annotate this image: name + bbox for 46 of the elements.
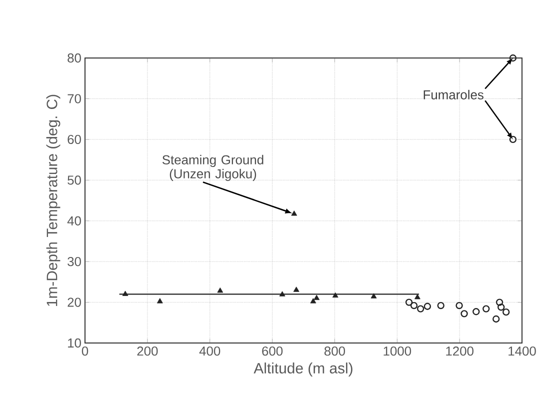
annotation: Fumaroles (424, 90, 484, 100)
annotation: Steaming Ground (Unzen Jigoku) (162, 154, 264, 181)
point (156, 298, 163, 304)
point (310, 298, 316, 304)
x-tick-label: 1000 (384, 346, 412, 356)
point (460, 310, 468, 318)
x-tick-label: 1200 (446, 346, 474, 356)
y-tick-label: 60 (68, 134, 81, 144)
y-tick-label: 70 (68, 94, 81, 104)
y-tick-label: 10 (68, 338, 81, 348)
point (472, 308, 480, 316)
point (405, 298, 413, 306)
point (410, 302, 418, 310)
x-tick-label: 0 (82, 346, 88, 356)
x-tick-label: 1400 (508, 346, 536, 356)
point (492, 315, 500, 323)
point (424, 302, 432, 310)
x-tick-label: 200 (137, 346, 158, 356)
point (293, 286, 300, 292)
point (217, 287, 224, 293)
point (122, 290, 128, 296)
x-tick-label: 400 (199, 346, 220, 356)
point (456, 302, 463, 310)
point (291, 210, 298, 216)
point (502, 308, 510, 316)
point (414, 294, 420, 300)
point (496, 298, 504, 306)
point (437, 302, 444, 310)
point (416, 305, 424, 312)
point (498, 304, 505, 311)
x-axis-title: Altitude (m asl) (254, 362, 352, 376)
point (509, 136, 517, 144)
point (482, 305, 490, 312)
point (279, 291, 286, 296)
y-tick-label: 30 (68, 256, 81, 266)
y-tick-label: 40 (67, 216, 81, 226)
x-tick-label: 600 (262, 346, 283, 356)
y-tick-label: 50 (68, 176, 81, 185)
point (370, 293, 377, 298)
y-tick-label: 20 (68, 298, 81, 307)
point (509, 54, 517, 62)
point (332, 292, 338, 298)
point (314, 294, 320, 300)
y-tick-label: 80 (68, 53, 81, 63)
x-tick-label: 800 (324, 346, 346, 356)
y-axis-title: 1m-Depth Temperature (deg. C) (46, 94, 60, 306)
